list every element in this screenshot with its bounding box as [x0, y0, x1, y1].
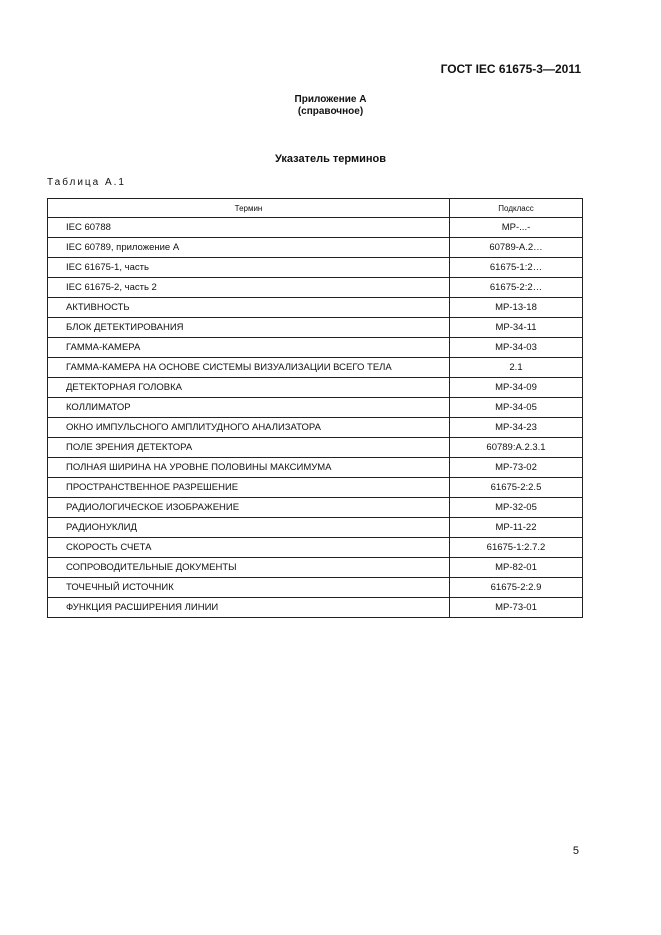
table-row: АКТИВНОСТЬ МР-13-18: [47, 297, 583, 318]
table-row: ТОЧЕЧНЫЙ ИСТОЧНИК 61675-2:2.9: [47, 577, 583, 598]
table-row: СОПРОВОДИТЕЛЬНЫЕ ДОКУМЕНТЫ МР-82-01: [47, 557, 583, 578]
table-row: IEC 61675-1, часть 61675-1:2…: [47, 257, 583, 278]
column-header-subclass: Подкласс: [449, 198, 583, 218]
term-cell: БЛОК ДЕТЕКТИРОВАНИЯ: [47, 317, 450, 338]
term-cell: IEC 61675-2, часть 2: [47, 277, 450, 298]
term-cell: ПОЛЕ ЗРЕНИЯ ДЕТЕКТОРА: [47, 437, 450, 458]
term-cell: ДЕТЕКТОРНАЯ ГОЛОВКА: [47, 377, 450, 398]
table-row: КОЛЛИМАТОР МР-34-05: [47, 397, 583, 418]
subclass-cell: 61675-1:2…: [449, 257, 583, 278]
term-cell: АКТИВНОСТЬ: [47, 297, 450, 318]
term-cell: IEC 60789, приложение А: [47, 237, 450, 258]
table-header-row: Термин Подкласс: [47, 198, 583, 218]
table-row: ОКНО ИМПУЛЬСНОГО АМПЛИТУДНОГО АНАЛИЗАТОР…: [47, 417, 583, 438]
table-row: ПОЛНАЯ ШИРИНА НА УРОВНЕ ПОЛОВИНЫ МАКСИМУ…: [47, 457, 583, 478]
column-header-term: Термин: [47, 198, 450, 218]
term-cell: ОКНО ИМПУЛЬСНОГО АМПЛИТУДНОГО АНАЛИЗАТОР…: [47, 417, 450, 438]
terms-table: Термин Подкласс IEC 60788 МР-...- IEC 6078…: [47, 198, 583, 618]
subclass-cell: МР-34-11: [449, 317, 583, 338]
table-row: IEC 61675-2, часть 2 61675-2:2…: [47, 277, 583, 298]
table-row: ДЕТЕКТОРНАЯ ГОЛОВКА МР-34-09: [47, 377, 583, 398]
subclass-cell: 2.1: [449, 357, 583, 378]
term-cell: РАДИОЛОГИЧЕСКОЕ ИЗОБРАЖЕНИЕ: [47, 497, 450, 518]
subclass-cell: МР-13-18: [449, 297, 583, 318]
section-title: Указатель терминов: [274, 153, 387, 165]
subclass-cell: МР-11-22: [449, 517, 583, 538]
subclass-cell: МР-82-01: [449, 557, 583, 578]
appendix-title: Приложение А: [294, 94, 367, 105]
term-cell: ПОЛНАЯ ШИРИНА НА УРОВНЕ ПОЛОВИНЫ МАКСИМУ…: [47, 457, 450, 478]
subclass-cell: МР-32-05: [449, 497, 583, 518]
subclass-cell: 61675-2:2.9: [449, 577, 583, 598]
subclass-cell: 61675-1:2.7.2: [449, 537, 583, 558]
subclass-cell: МР-...-: [449, 217, 583, 238]
table-label: Таблица А.1: [47, 177, 126, 188]
table-row: РАДИОНУКЛИД МР-11-22: [47, 517, 583, 538]
table-row: IEC 60789, приложение А 60789-А.2…: [47, 237, 583, 258]
table-row: БЛОК ДЕТЕКТИРОВАНИЯ МР-34-11: [47, 317, 583, 338]
subclass-cell: 61675-2:2.5: [449, 477, 583, 498]
table-row: ФУНКЦИЯ РАСШИРЕНИЯ ЛИНИИ МР-73-01: [47, 597, 583, 618]
appendix-heading: Приложение А (справочное): [0, 94, 661, 118]
term-cell: ГАММА-КАМЕРА НА ОСНОВЕ СИСТЕМЫ ВИЗУАЛИЗА…: [47, 357, 450, 378]
subclass-cell: МР-73-02: [449, 457, 583, 478]
term-cell: КОЛЛИМАТОР: [47, 397, 450, 418]
subclass-cell: 60789:А.2.3.1: [449, 437, 583, 458]
subclass-cell: 60789-А.2…: [449, 237, 583, 258]
term-cell: ГАММА-КАМЕРА: [47, 337, 450, 358]
subclass-cell: МР-34-03: [449, 337, 583, 358]
subclass-cell: МР-73-01: [449, 597, 583, 618]
table-row: ПОЛЕ ЗРЕНИЯ ДЕТЕКТОРА 60789:А.2.3.1: [47, 437, 583, 458]
term-cell: IEC 61675-1, часть: [47, 257, 450, 278]
table-row: ГАММА-КАМЕРА МР-34-03: [47, 337, 583, 358]
page-number: 5: [572, 845, 579, 857]
document-header: ГОСТ IEC 61675-3—2011: [440, 62, 581, 76]
table-row: РАДИОЛОГИЧЕСКОЕ ИЗОБРАЖЕНИЕ МР-32-05: [47, 497, 583, 518]
term-cell: СКОРОСТЬ СЧЕТА: [47, 537, 450, 558]
term-cell: ПРОСТРАНСТВЕННОЕ РАЗРЕШЕНИЕ: [47, 477, 450, 498]
term-cell: ТОЧЕЧНЫЙ ИСТОЧНИК: [47, 577, 450, 598]
term-cell: IEC 60788: [47, 217, 450, 238]
subclass-cell: МР-34-23: [449, 417, 583, 438]
table-row: ГАММА-КАМЕРА НА ОСНОВЕ СИСТЕМЫ ВИЗУАЛИЗА…: [47, 357, 583, 378]
term-cell: ФУНКЦИЯ РАСШИРЕНИЯ ЛИНИИ: [47, 597, 450, 618]
term-cell: РАДИОНУКЛИД: [47, 517, 450, 538]
table-row: IEC 60788 МР-...-: [47, 217, 583, 238]
subclass-cell: МР-34-09: [449, 377, 583, 398]
table-row: ПРОСТРАНСТВЕННОЕ РАЗРЕШЕНИЕ 61675-2:2.5: [47, 477, 583, 498]
subclass-cell: 61675-2:2…: [449, 277, 583, 298]
appendix-subtitle: (справочное): [297, 106, 364, 117]
subclass-cell: МР-34-05: [449, 397, 583, 418]
table-row: СКОРОСТЬ СЧЕТА 61675-1:2.7.2: [47, 537, 583, 558]
term-cell: СОПРОВОДИТЕЛЬНЫЕ ДОКУМЕНТЫ: [47, 557, 450, 578]
